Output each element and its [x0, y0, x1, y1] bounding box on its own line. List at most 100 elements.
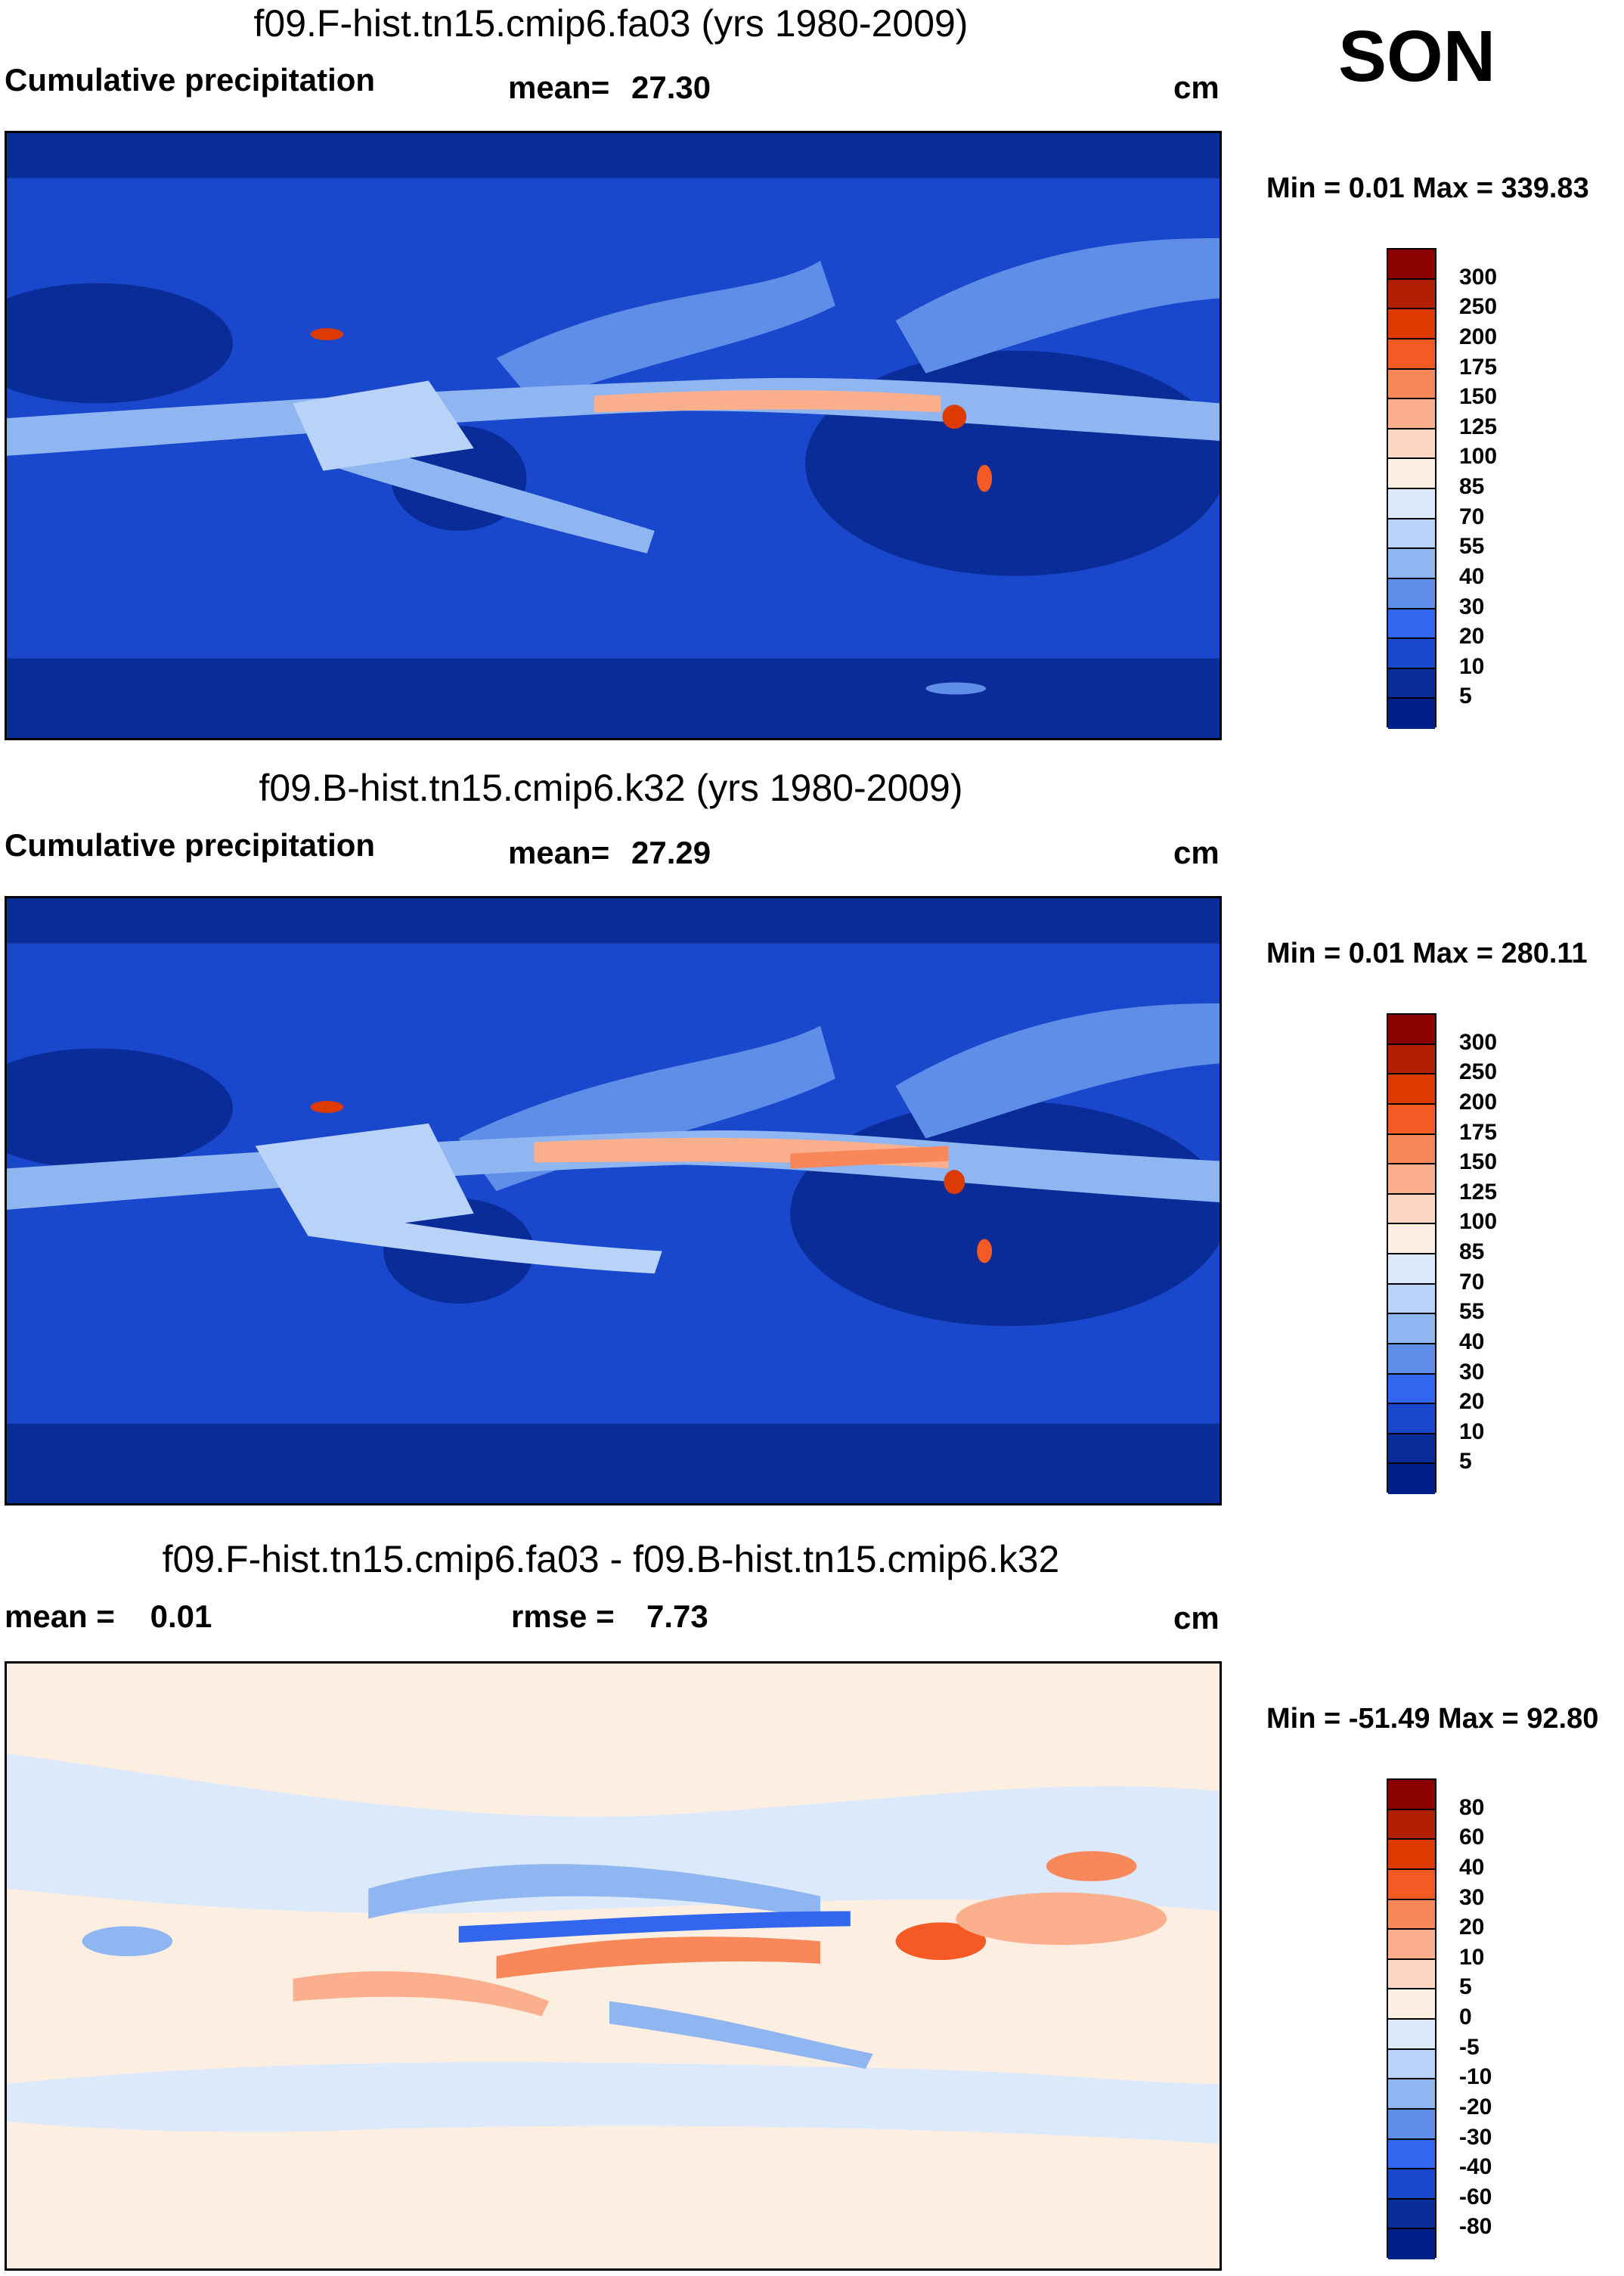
- colorbar-level-label: 300: [1459, 1029, 1498, 1055]
- panel3-title: f09.F-hist.tn15.cmip6.fa03 - f09.B-hist.…: [162, 1538, 1060, 1580]
- colorbar-swatch: [1388, 2229, 1435, 2259]
- panel2-variable-label: Cumulative precipitation: [5, 827, 376, 863]
- colorbar-level-label: -80: [1459, 2214, 1492, 2240]
- colorbar-swatch: [1388, 489, 1435, 519]
- panel1-mean-value: 27.30: [631, 70, 711, 105]
- colorbar-level-label: 60: [1459, 1825, 1485, 1850]
- season-label: SON: [1338, 16, 1496, 97]
- colorbar-level-label: 150: [1459, 384, 1498, 410]
- panel1-colorbar: [1387, 248, 1436, 729]
- colorbar-swatch: [1388, 429, 1435, 460]
- colorbar-swatch: [1388, 1074, 1435, 1105]
- panel3-colorbar: [1387, 1778, 1436, 2259]
- panel2-minmax: Min = 0.01 Max = 280.11: [1266, 938, 1588, 969]
- panel3-map: [5, 1661, 1222, 2271]
- colorbar-swatch: [1388, 549, 1435, 579]
- colorbar-swatch: [1388, 1224, 1435, 1254]
- colorbar-level-label: 100: [1459, 1209, 1498, 1235]
- colorbar-swatch: [1388, 1044, 1435, 1075]
- colorbar-level-label: 10: [1459, 1419, 1485, 1444]
- panel2-mean-value: 27.29: [631, 835, 711, 870]
- panel3-minmax: Min = -51.49 Max = 92.80: [1266, 1703, 1599, 1735]
- panel2-title: f09.B-hist.tn15.cmip6.k32 (yrs 1980-2009…: [259, 767, 963, 809]
- panel1-units: cm: [1173, 70, 1220, 105]
- colorbar-level-label: 40: [1459, 1329, 1485, 1354]
- colorbar-level-label: 80: [1459, 1794, 1485, 1820]
- colorbar-level-label: 55: [1459, 534, 1485, 560]
- colorbar-swatch: [1388, 279, 1435, 310]
- colorbar-level-label: 55: [1459, 1299, 1485, 1325]
- colorbar-level-label: 0: [1459, 2005, 1472, 2029]
- colorbar-swatch: [1388, 699, 1435, 729]
- colorbar-swatch: [1388, 1194, 1435, 1225]
- colorbar-swatch: [1388, 1809, 1435, 1840]
- colorbar-level-label: 125: [1459, 1179, 1498, 1205]
- colorbar-level-label: -10: [1459, 2064, 1492, 2090]
- colorbar-level-label: 20: [1459, 1915, 1485, 1940]
- colorbar-level-label: 20: [1459, 624, 1485, 650]
- colorbar-level-label: 250: [1459, 1059, 1498, 1085]
- colorbar-swatch: [1388, 2139, 1435, 2170]
- colorbar-swatch: [1388, 2169, 1435, 2200]
- colorbar-level-label: 250: [1459, 294, 1498, 320]
- colorbar-swatch: [1388, 369, 1435, 400]
- colorbar-level-label: 30: [1459, 1884, 1485, 1910]
- panel1-title: f09.F-hist.tn15.cmip6.fa03 (yrs 1980-200…: [253, 2, 969, 45]
- colorbar-swatch: [1388, 578, 1435, 609]
- colorbar-swatch: [1388, 339, 1435, 370]
- panel1-mean-label: mean=: [508, 70, 610, 105]
- colorbar-level-label: -20: [1459, 2094, 1492, 2119]
- colorbar-level-label: 100: [1459, 444, 1498, 470]
- colorbar-level-label: 5: [1459, 1974, 1472, 2000]
- colorbar-level-label: -30: [1459, 2124, 1492, 2150]
- colorbar-level-label: 70: [1459, 1269, 1485, 1295]
- colorbar-swatch: [1388, 1164, 1435, 1195]
- colorbar-level-label: 200: [1459, 1089, 1498, 1115]
- colorbar-swatch: [1388, 668, 1435, 699]
- colorbar-swatch: [1388, 1254, 1435, 1285]
- colorbar-swatch: [1388, 250, 1435, 280]
- colorbar-level-label: 150: [1459, 1149, 1498, 1175]
- colorbar-level-label: 175: [1459, 1119, 1498, 1145]
- colorbar-swatch: [1388, 1015, 1435, 1045]
- colorbar-level-label: 200: [1459, 324, 1498, 349]
- colorbar-swatch: [1388, 1930, 1435, 1960]
- panel3-mean-label: mean = 0.01: [5, 1598, 212, 1634]
- colorbar-swatch: [1388, 2079, 1435, 2110]
- colorbar-level-label: 85: [1459, 1239, 1485, 1264]
- colorbar-level-label: -60: [1459, 2184, 1492, 2209]
- colorbar-swatch: [1388, 1344, 1435, 1375]
- colorbar-level-label: 10: [1459, 653, 1485, 679]
- colorbar-level-label: 85: [1459, 474, 1485, 499]
- colorbar-swatch: [1388, 1869, 1435, 1900]
- panel3-rmse-label: rmse =: [511, 1598, 615, 1634]
- colorbar-swatch: [1388, 1464, 1435, 1494]
- colorbar-level-label: 300: [1459, 264, 1498, 290]
- colorbar-level-label: 10: [1459, 1944, 1485, 1970]
- colorbar-swatch: [1388, 459, 1435, 489]
- colorbar-swatch: [1388, 2049, 1435, 2080]
- colorbar-swatch: [1388, 1434, 1435, 1465]
- colorbar-swatch: [1388, 1314, 1435, 1344]
- colorbar-swatch: [1388, 1134, 1435, 1165]
- panel2-units: cm: [1173, 835, 1220, 870]
- colorbar-level-label: 175: [1459, 354, 1498, 380]
- panel2-mean-label: mean=: [508, 835, 610, 870]
- colorbar-swatch: [1388, 1989, 1435, 2020]
- colorbar-swatch: [1388, 1374, 1435, 1405]
- colorbar-level-label: -40: [1459, 2154, 1492, 2180]
- colorbar-swatch: [1388, 1840, 1435, 1870]
- colorbar-swatch: [1388, 1780, 1435, 1810]
- colorbar-swatch: [1388, 639, 1435, 669]
- panel1-variable-label: Cumulative precipitation: [5, 62, 376, 98]
- colorbar-swatch: [1388, 1404, 1435, 1434]
- colorbar-swatch: [1388, 1899, 1435, 1930]
- panel3-rmse-value: 7.73: [646, 1598, 708, 1634]
- colorbar-swatch: [1388, 2109, 1435, 2140]
- colorbar-swatch: [1388, 1959, 1435, 1990]
- colorbar-level-label: 40: [1459, 563, 1485, 589]
- colorbar-swatch: [1388, 2199, 1435, 2230]
- colorbar-level-label: -5: [1459, 2034, 1480, 2060]
- colorbar-level-label: 5: [1459, 1449, 1472, 1474]
- colorbar-level-label: 40: [1459, 1854, 1485, 1880]
